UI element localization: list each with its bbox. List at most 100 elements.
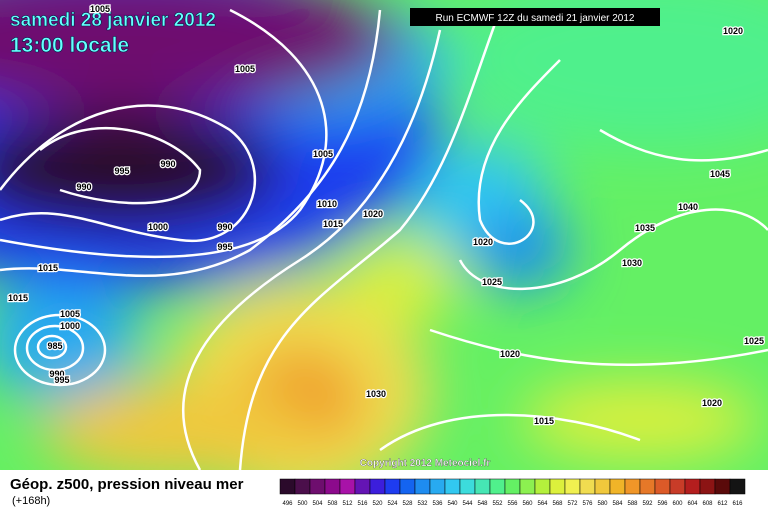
isobar-label: 995 — [217, 242, 232, 252]
run-box — [410, 8, 660, 26]
legend-label: 616 — [732, 501, 743, 507]
legend-swatch — [684, 478, 701, 495]
isobar-label: 1005 — [235, 64, 255, 74]
isobar-label: 1015 — [323, 219, 343, 229]
legend-label: 520 — [372, 501, 383, 507]
legend-label: 564 — [537, 501, 548, 507]
isobar-label: 1020 — [473, 237, 493, 247]
legend-label: 600 — [672, 501, 683, 507]
legend-swatch — [624, 478, 641, 495]
isobar-label: 1000 — [148, 222, 168, 232]
legend-label: 512 — [342, 501, 353, 507]
legend-label: 500 — [297, 501, 308, 507]
legend-label: 572 — [567, 501, 578, 507]
legend-swatch — [309, 478, 326, 495]
isobar-label: 1005 — [90, 4, 110, 14]
isobar-label: 1030 — [622, 258, 642, 268]
legend-swatch — [459, 478, 476, 495]
isobar-label: 1020 — [723, 26, 743, 36]
isobar-label: 995 — [114, 166, 129, 176]
run: Run ECMWF 12Z du samedi 21 janvier 2012 — [436, 13, 635, 24]
map — [0, 0, 768, 470]
legend-label: 540 — [447, 501, 458, 507]
legend-swatch — [609, 478, 626, 495]
legend-swatch — [729, 478, 746, 495]
legend-swatch — [549, 478, 566, 495]
legend-label: 556 — [507, 501, 518, 507]
isobar-label: 1045 — [710, 169, 730, 179]
legend-swatch — [639, 478, 656, 495]
legend-label: 568 — [552, 501, 563, 507]
legend-swatch — [669, 478, 686, 495]
legend-swatch — [429, 478, 446, 495]
isobar-label: 1030 — [366, 389, 386, 399]
legend-swatch — [354, 478, 371, 495]
legend-swatch — [489, 478, 506, 495]
legend-label: 560 — [522, 501, 533, 507]
isobar-label: 1015 — [38, 263, 58, 273]
field — [0, 0, 768, 470]
legend-swatch — [324, 478, 341, 495]
legend-label: 496 — [282, 501, 293, 507]
legend-label: 596 — [657, 501, 668, 507]
legend-swatch — [474, 478, 491, 495]
time: 13:00 locale — [10, 34, 129, 57]
isobar-label: 1035 — [635, 223, 655, 233]
legend-swatch — [399, 478, 416, 495]
isobar-label: 995 — [54, 375, 69, 385]
legend-label: 504 — [312, 501, 323, 507]
legend-label: 604 — [687, 501, 698, 507]
legend-swatch — [699, 478, 716, 495]
legend-label: 508 — [327, 501, 338, 507]
isobar-label: 1000 — [60, 321, 80, 331]
isobar-label: 1015 — [534, 416, 554, 426]
legend-swatch — [534, 478, 551, 495]
legend-label: 528 — [402, 501, 413, 507]
legend-label: 612 — [717, 501, 728, 507]
isobar-label: 1020 — [702, 398, 722, 408]
legend-swatch — [414, 478, 431, 495]
legend-swatch — [339, 478, 356, 495]
legend-label: 536 — [432, 501, 443, 507]
legend-label: 544 — [462, 501, 473, 507]
isobar-label: 1020 — [363, 209, 383, 219]
legend-label: 588 — [627, 501, 638, 507]
legend-swatch — [654, 478, 671, 495]
isobars — [0, 8, 768, 470]
isobar-label: 1010 — [317, 199, 337, 209]
isobar-label: 985 — [47, 341, 62, 351]
isobar-label: 1020 — [500, 349, 520, 359]
legend-swatch — [564, 478, 581, 495]
legend-label: 580 — [597, 501, 608, 507]
copyright: Copyright 2012 Meteociel.fr — [360, 458, 491, 469]
footer-title: Géop. z500, pression niveau mer — [10, 476, 244, 493]
isobar-label: 1025 — [482, 277, 502, 287]
legend-label: 516 — [357, 501, 368, 507]
isobar-label: 1025 — [744, 336, 764, 346]
date: samedi 28 janvier 2012 — [10, 10, 216, 31]
legend-swatch — [594, 478, 611, 495]
legend-swatch — [519, 478, 536, 495]
isobar-label: 990 — [76, 182, 91, 192]
legend-label: 548 — [477, 501, 488, 507]
legend-swatch — [384, 478, 401, 495]
legend-label: 584 — [612, 501, 623, 507]
legend-swatch — [279, 478, 296, 495]
legend-swatch — [579, 478, 596, 495]
isobar-label: 1015 — [8, 293, 28, 303]
isobar-label: 1005 — [60, 309, 80, 319]
isobar-label: 1040 — [678, 202, 698, 212]
legend-swatch — [444, 478, 461, 495]
isobar-label: 990 — [217, 222, 232, 232]
legend-label: 552 — [492, 501, 503, 507]
legend-label: 532 — [417, 501, 428, 507]
legend-label: 576 — [582, 501, 593, 507]
isobar-label: 1005 — [313, 149, 333, 159]
lead: (+168h) — [12, 495, 50, 507]
legend-label: 524 — [387, 501, 398, 507]
legend-swatch — [369, 478, 386, 495]
legend-swatch — [504, 478, 521, 495]
legend-label: 608 — [702, 501, 713, 507]
